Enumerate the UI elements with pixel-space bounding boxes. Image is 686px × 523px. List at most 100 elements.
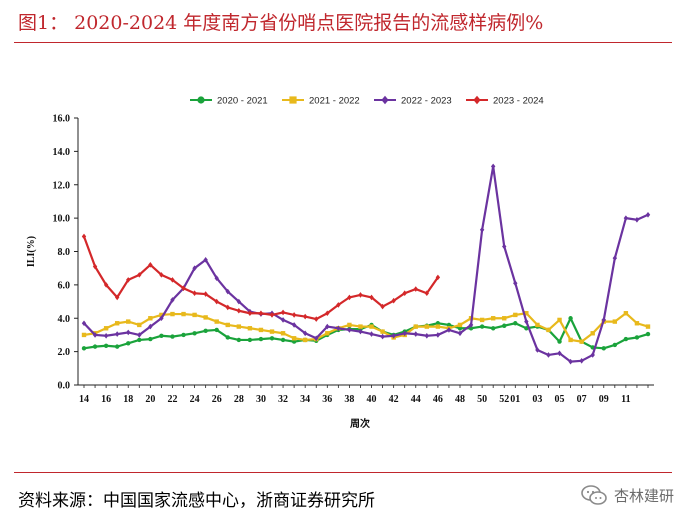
data-point: [502, 316, 507, 321]
data-point: [258, 336, 264, 342]
data-point: [192, 290, 197, 297]
data-point: [203, 257, 208, 263]
legend-label: 2020 - 2021: [217, 96, 268, 107]
data-point: [413, 286, 418, 292]
data-point: [369, 331, 374, 337]
y-tick-label: 10.0: [53, 214, 71, 225]
data-point: [247, 326, 253, 331]
y-tick-label: 8.0: [58, 247, 71, 258]
data-point: [159, 312, 164, 318]
data-point: [225, 288, 230, 295]
data-point: [126, 319, 131, 324]
data-point: [391, 332, 396, 339]
data-point: [347, 322, 352, 328]
data-point: [502, 243, 507, 250]
data-point: [601, 346, 606, 351]
data-point: [280, 309, 286, 316]
series-2023-2024: [81, 233, 441, 322]
series-line: [83, 312, 649, 343]
x-tick-label: 30: [256, 394, 266, 405]
data-point: [126, 341, 131, 346]
data-point: [148, 336, 153, 342]
x-tick-label: 07: [577, 394, 587, 405]
data-point: [468, 322, 474, 328]
y-tick-label: 0.0: [58, 381, 71, 392]
source-note: 资料来源：中国国家流感中心，浙商证券研究所: [18, 491, 375, 511]
x-tick-label: 32: [278, 394, 288, 405]
data-point: [81, 233, 87, 240]
data-point: [170, 297, 175, 303]
data-point: [413, 324, 418, 329]
data-point: [137, 272, 142, 278]
data-point: [358, 292, 363, 298]
data-point: [479, 324, 485, 329]
data-point: [92, 344, 98, 349]
wechat-icon: [581, 485, 607, 505]
data-point: [579, 339, 584, 344]
data-point: [103, 326, 109, 331]
data-point: [513, 280, 518, 287]
data-point: [197, 96, 205, 104]
data-point: [623, 311, 629, 316]
data-point: [557, 350, 562, 357]
data-point: [92, 332, 98, 338]
data-point: [92, 263, 98, 270]
y-axis-title: ILI(%): [26, 236, 37, 267]
watermark-label: 杏林建研: [613, 486, 674, 505]
data-point: [225, 335, 230, 340]
data-point: [236, 298, 242, 305]
data-point: [236, 337, 242, 343]
y-tick-label: 14.0: [53, 147, 71, 158]
data-point: [435, 321, 441, 326]
data-point: [192, 331, 197, 336]
series-line: [83, 165, 649, 363]
data-point: [557, 339, 562, 344]
data-point: [314, 316, 319, 322]
x-tick-label: 05: [555, 394, 565, 405]
data-point: [347, 327, 352, 333]
data-point: [103, 332, 109, 339]
data-point: [336, 302, 341, 308]
data-point: [391, 297, 396, 304]
data-point: [524, 311, 529, 316]
x-tick-label: 26: [212, 394, 222, 405]
data-point: [181, 332, 186, 338]
data-point: [468, 326, 474, 331]
chart-legend: 2020 - 2021 2021 - 2022 2022 - 2023 2023 - …: [190, 96, 544, 107]
data-point: [634, 335, 640, 340]
data-point: [170, 311, 175, 317]
x-tick-label: 46: [433, 394, 443, 405]
data-point: [479, 317, 485, 323]
data-point: [148, 262, 153, 268]
chart-series: [81, 163, 651, 365]
data-point: [325, 331, 330, 336]
data-point: [225, 304, 230, 311]
data-point: [645, 324, 651, 329]
data-point: [623, 215, 629, 221]
data-point: [148, 316, 153, 321]
data-point: [336, 325, 341, 332]
data-point: [114, 321, 120, 326]
x-tick-label: 11: [621, 394, 630, 405]
data-point: [479, 227, 485, 233]
data-point: [446, 327, 452, 333]
data-point: [612, 342, 618, 348]
series-2022-2023: [81, 163, 651, 365]
data-point: [214, 319, 219, 324]
x-tick-label: 36: [322, 394, 332, 405]
data-point: [192, 312, 197, 318]
data-point: [513, 321, 518, 326]
data-point: [490, 316, 496, 321]
x-tick-label: 42: [389, 394, 399, 405]
data-point: [159, 272, 164, 278]
data-point: [634, 216, 640, 223]
watermark: 杏林建研: [580, 484, 674, 506]
data-point: [612, 255, 618, 261]
data-point: [236, 307, 242, 314]
data-point: [490, 326, 496, 331]
data-point: [473, 95, 481, 105]
data-point: [291, 336, 297, 341]
data-point: [446, 322, 452, 328]
x-tick-label: 14: [79, 394, 89, 405]
data-point: [424, 324, 430, 329]
